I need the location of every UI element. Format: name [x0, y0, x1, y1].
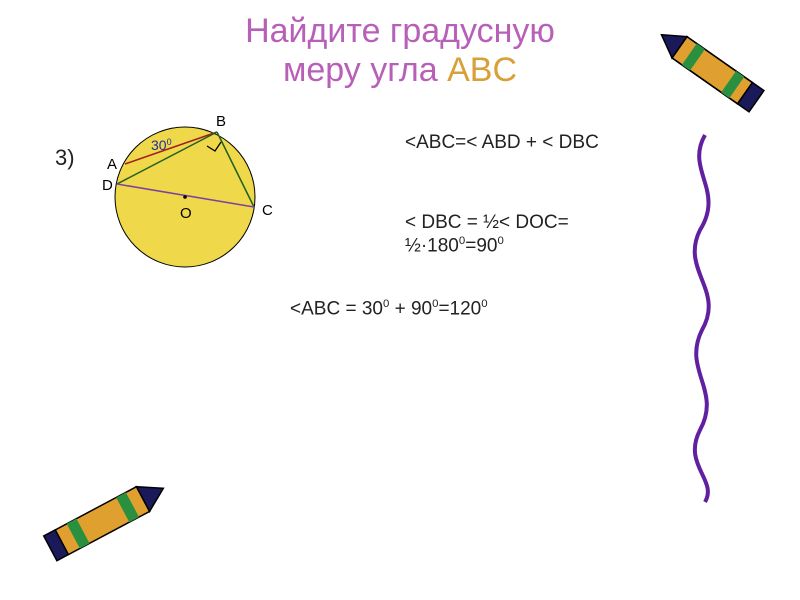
problem-number: 3): [55, 145, 75, 171]
label-O: O: [180, 205, 192, 222]
label-C: C: [262, 202, 273, 219]
crayon-icon: [632, 14, 782, 144]
equation-1: <ABC=< ABD + < DBC: [405, 132, 599, 154]
center-dot: [183, 195, 187, 199]
title-highlight: ABC: [447, 51, 517, 89]
crayon-icon: [22, 452, 192, 582]
label-B: B: [216, 113, 226, 130]
geometry-diagram: A B C D O 300: [95, 102, 295, 292]
equation-2: < DBC = ½< DOC= ½·1800=900: [405, 212, 569, 258]
squiggle-icon: [670, 130, 740, 510]
label-A: A: [107, 156, 117, 173]
equation-3: <ABC = 300 + 900=1200: [290, 298, 488, 320]
label-D: D: [102, 177, 113, 194]
